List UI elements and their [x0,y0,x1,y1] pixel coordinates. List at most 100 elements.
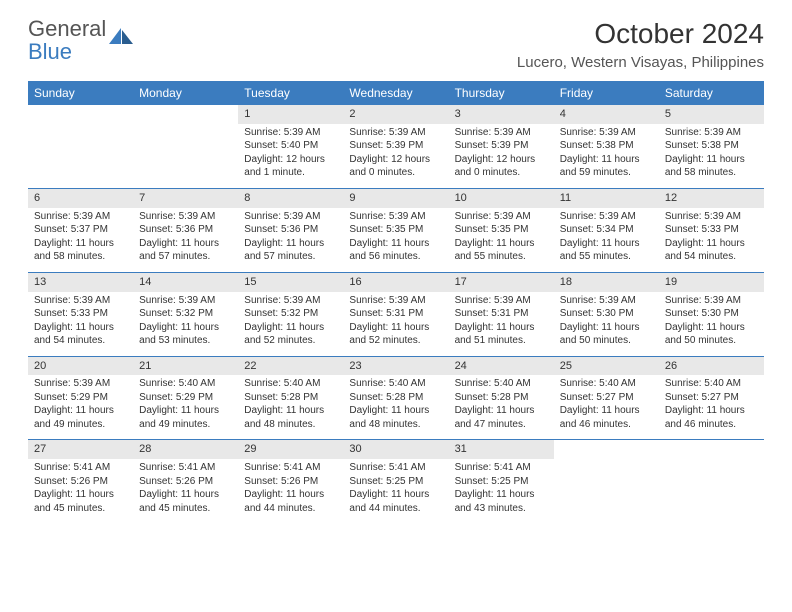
sunrise-text: Sunrise: 5:39 AM [139,294,232,308]
day-body: Sunrise: 5:39 AMSunset: 5:38 PMDaylight:… [659,124,764,188]
day-body: Sunrise: 5:39 AMSunset: 5:36 PMDaylight:… [133,208,238,272]
day-body: Sunrise: 5:39 AMSunset: 5:33 PMDaylight:… [28,292,133,356]
week-row: 6Sunrise: 5:39 AMSunset: 5:37 PMDaylight… [28,188,764,272]
calendar-body: 1Sunrise: 5:39 AMSunset: 5:40 PMDaylight… [28,104,764,523]
day-number: 24 [449,357,554,376]
sunrise-text: Sunrise: 5:41 AM [139,461,232,475]
daylight-text-1: Daylight: 11 hours [665,153,758,167]
daylight-text-1: Daylight: 11 hours [349,404,442,418]
sunset-text: Sunset: 5:40 PM [244,139,337,153]
daylight-text-1: Daylight: 11 hours [349,321,442,335]
day-cell: 24Sunrise: 5:40 AMSunset: 5:28 PMDayligh… [449,357,554,440]
day-number: 1 [238,105,343,124]
day-cell: 31Sunrise: 5:41 AMSunset: 5:25 PMDayligh… [449,440,554,523]
daylight-text-2: and 46 minutes. [560,418,653,432]
day-body: Sunrise: 5:39 AMSunset: 5:36 PMDaylight:… [238,208,343,272]
daylight-text-1: Daylight: 11 hours [244,321,337,335]
daylight-text-1: Daylight: 11 hours [665,321,758,335]
daylight-text-1: Daylight: 11 hours [455,237,548,251]
day-cell [133,105,238,188]
day-number: 19 [659,273,764,292]
sunset-text: Sunset: 5:29 PM [34,391,127,405]
daylight-text-2: and 55 minutes. [560,250,653,264]
month-title: October 2024 [517,18,764,50]
sunset-text: Sunset: 5:30 PM [560,307,653,321]
sunrise-text: Sunrise: 5:39 AM [560,210,653,224]
daylight-text-2: and 48 minutes. [244,418,337,432]
daylight-text-2: and 58 minutes. [34,250,127,264]
day-cell: 4Sunrise: 5:39 AMSunset: 5:38 PMDaylight… [554,105,659,188]
day-body: Sunrise: 5:39 AMSunset: 5:35 PMDaylight:… [343,208,448,272]
daylight-text-1: Daylight: 11 hours [139,237,232,251]
daylight-text-2: and 52 minutes. [349,334,442,348]
sunset-text: Sunset: 5:39 PM [455,139,548,153]
sunrise-text: Sunrise: 5:39 AM [349,294,442,308]
day-number: 26 [659,357,764,376]
daylight-text-1: Daylight: 12 hours [244,153,337,167]
weekday-header: Saturday [659,81,764,104]
day-number: 20 [28,357,133,376]
day-cell: 11Sunrise: 5:39 AMSunset: 5:34 PMDayligh… [554,189,659,272]
day-body: Sunrise: 5:39 AMSunset: 5:31 PMDaylight:… [449,292,554,356]
daylight-text-1: Daylight: 11 hours [244,488,337,502]
day-cell: 3Sunrise: 5:39 AMSunset: 5:39 PMDaylight… [449,105,554,188]
daylight-text-2: and 47 minutes. [455,418,548,432]
sunrise-text: Sunrise: 5:39 AM [349,210,442,224]
day-number: 9 [343,189,448,208]
sunset-text: Sunset: 5:38 PM [560,139,653,153]
day-cell: 8Sunrise: 5:39 AMSunset: 5:36 PMDaylight… [238,189,343,272]
day-body: Sunrise: 5:41 AMSunset: 5:25 PMDaylight:… [343,459,448,523]
day-cell: 1 Sunrise: 5:39 AMSunset: 5:40 PMDaylight… [238,105,343,188]
sunrise-text: Sunrise: 5:41 AM [244,461,337,475]
day-cell: 17Sunrise: 5:39 AMSunset: 5:31 PMDayligh… [449,273,554,356]
daylight-text-2: and 55 minutes. [455,250,548,264]
sunset-text: Sunset: 5:39 PM [349,139,442,153]
daylight-text-1: Daylight: 11 hours [560,321,653,335]
day-body: Sunrise: 5:40 AMSunset: 5:27 PMDaylight:… [554,375,659,439]
day-cell: 29Sunrise: 5:41 AMSunset: 5:26 PMDayligh… [238,440,343,523]
sunset-text: Sunset: 5:36 PM [139,223,232,237]
sunset-text: Sunset: 5:27 PM [560,391,653,405]
day-number: 15 [238,273,343,292]
sunrise-text: Sunrise: 5:39 AM [560,126,653,140]
sunrise-text: Sunrise: 5:39 AM [139,210,232,224]
daylight-text-2: and 53 minutes. [139,334,232,348]
day-number: 21 [133,357,238,376]
sunrise-text: Sunrise: 5:40 AM [139,377,232,391]
day-number: 17 [449,273,554,292]
day-body: Sunrise: 5:40 AMSunset: 5:28 PMDaylight:… [449,375,554,439]
week-row: 1Sunrise: 5:39 AMSunset: 5:40 PMDaylight… [28,104,764,188]
sunrise-text: Sunrise: 5:39 AM [665,294,758,308]
daylight-text-1: Daylight: 11 hours [34,237,127,251]
sunrise-text: Sunrise: 5:39 AM [34,377,127,391]
day-body: Sunrise: 5:39 AMSunset: 5:32 PMDaylight:… [133,292,238,356]
day-body: Sunrise: 5:39 AMSunset: 5:37 PMDaylight:… [28,208,133,272]
sunrise-text: Sunrise: 5:41 AM [455,461,548,475]
day-number: 31 [449,440,554,459]
day-number: 29 [238,440,343,459]
sunrise-text: Sunrise: 5:39 AM [244,294,337,308]
sunset-text: Sunset: 5:28 PM [349,391,442,405]
day-body: Sunrise: 5:39 AMSunset: 5:39 PMDaylight:… [449,124,554,188]
logo-text-gray: General [28,16,106,41]
daylight-text-1: Daylight: 11 hours [34,488,127,502]
day-body: Sunrise: 5:39 AMSunset: 5:34 PMDaylight:… [554,208,659,272]
day-cell: 20Sunrise: 5:39 AMSunset: 5:29 PMDayligh… [28,357,133,440]
daylight-text-1: Daylight: 11 hours [455,404,548,418]
sunrise-text: Sunrise: 5:39 AM [244,126,337,140]
daylight-text-1: Daylight: 11 hours [455,488,548,502]
day-body: Sunrise: 5:40 AMSunset: 5:28 PMDaylight:… [343,375,448,439]
day-cell [659,440,764,523]
daylight-text-2: and 0 minutes. [455,166,548,180]
week-row: 13Sunrise: 5:39 AMSunset: 5:33 PMDayligh… [28,272,764,356]
logo-sail-icon [109,28,133,44]
sunset-text: Sunset: 5:31 PM [455,307,548,321]
daylight-text-1: Daylight: 11 hours [665,404,758,418]
daylight-text-2: and 58 minutes. [665,166,758,180]
daylight-text-1: Daylight: 11 hours [34,321,127,335]
daylight-text-1: Daylight: 11 hours [34,404,127,418]
week-row: 27Sunrise: 5:41 AMSunset: 5:26 PMDayligh… [28,439,764,523]
daylight-text-1: Daylight: 11 hours [349,237,442,251]
day-cell: 18Sunrise: 5:39 AMSunset: 5:30 PMDayligh… [554,273,659,356]
day-cell: 26Sunrise: 5:40 AMSunset: 5:27 PMDayligh… [659,357,764,440]
